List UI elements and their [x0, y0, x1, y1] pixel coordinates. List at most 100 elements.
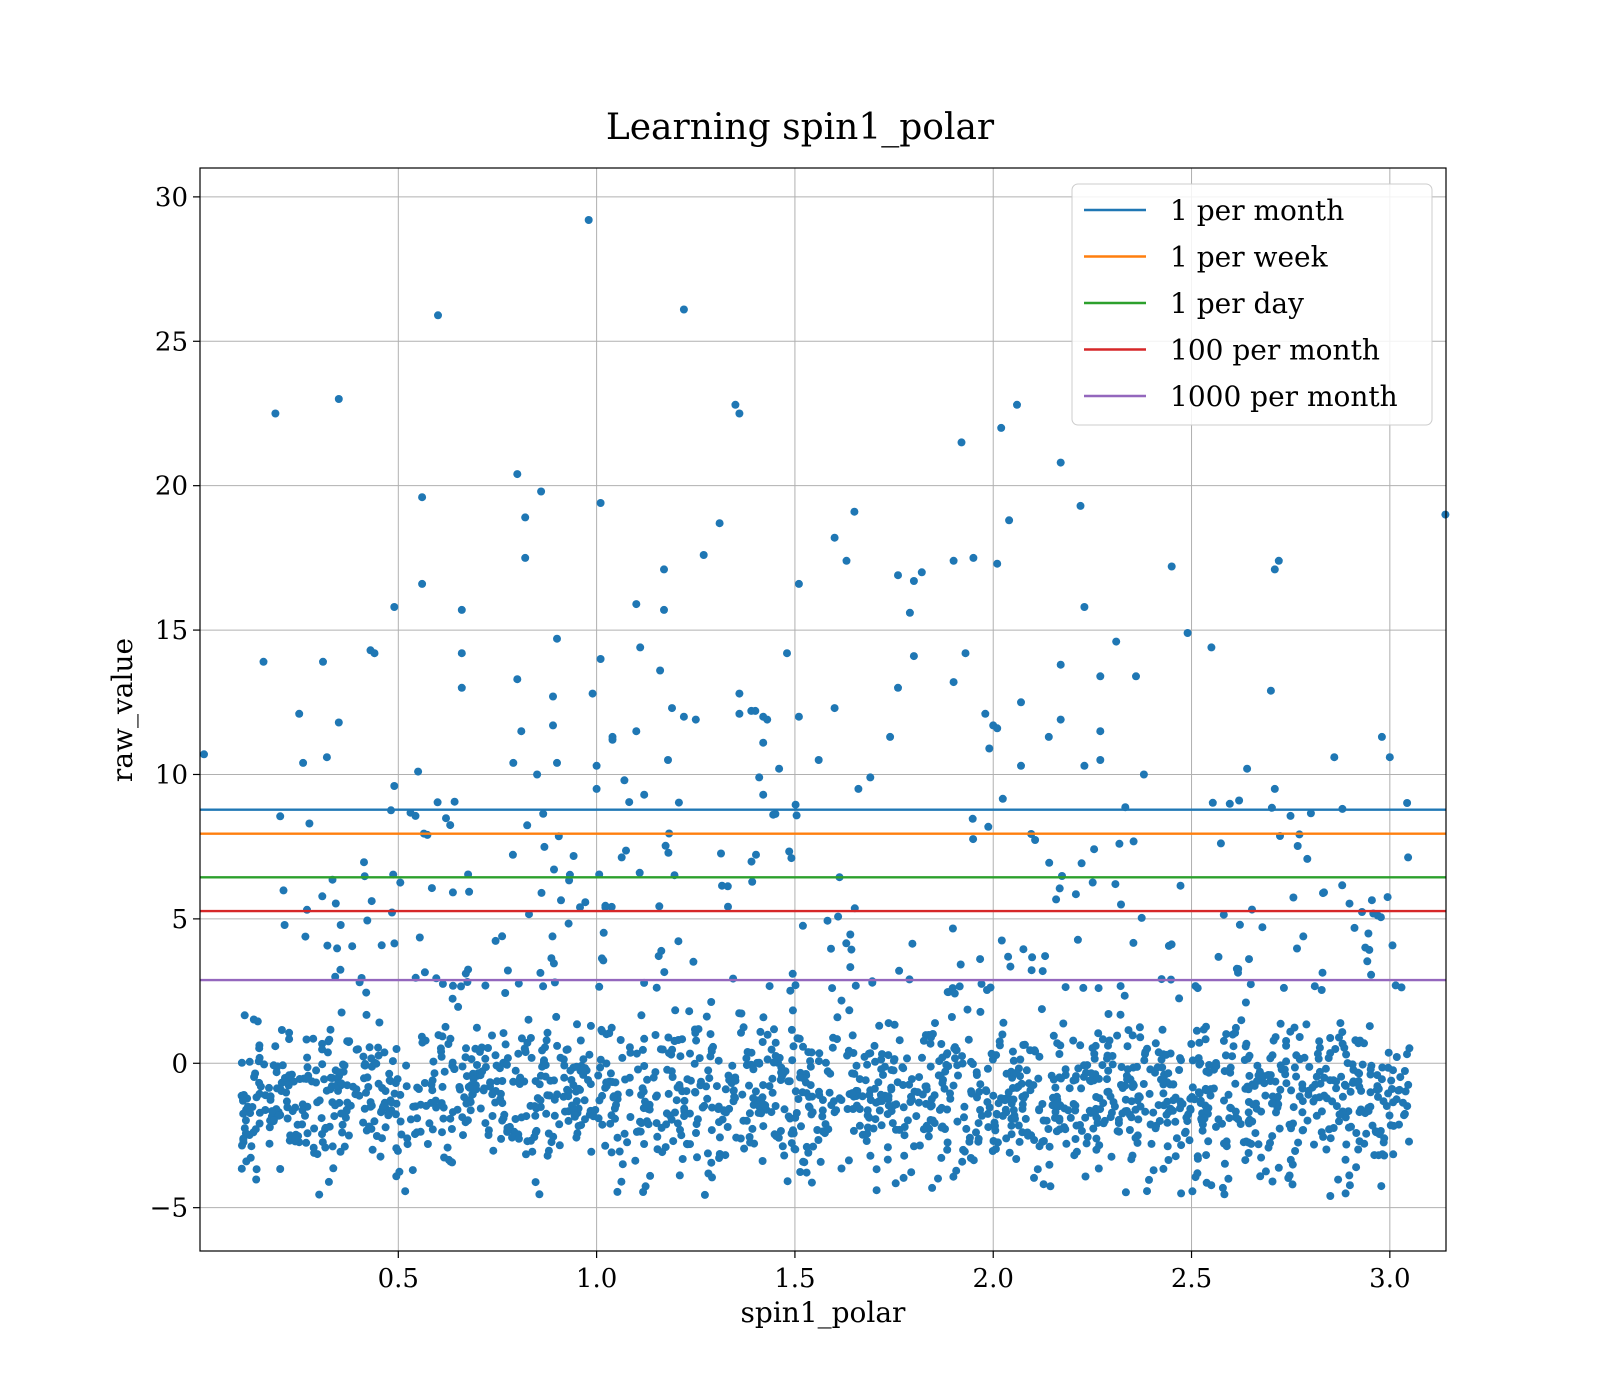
scatter-point: [1322, 1145, 1331, 1154]
scatter-point: [200, 750, 208, 759]
scatter-point: [1175, 994, 1184, 1003]
scatter-point: [848, 1089, 857, 1098]
scatter-point: [846, 930, 855, 939]
scatter-point: [595, 1096, 604, 1105]
scatter-point: [637, 1011, 646, 1020]
scatter-point: [1298, 1108, 1307, 1117]
scatter-point: [806, 1081, 815, 1090]
scatter-point: [1202, 1086, 1211, 1095]
scatter-point: [1183, 629, 1192, 637]
scatter-point: [706, 1030, 715, 1039]
scatter-point: [1171, 1152, 1180, 1161]
scatter-point: [1197, 1116, 1206, 1125]
scatter-point: [396, 878, 405, 887]
scatter-point: [559, 1055, 568, 1064]
scatter-point: [1077, 1126, 1086, 1135]
scatter-point: [965, 1133, 974, 1142]
scatter-point: [343, 1098, 352, 1107]
scatter-point: [345, 1037, 354, 1046]
scatter-point: [833, 1035, 841, 1044]
scatter-point: [759, 1122, 768, 1131]
scatter-point: [1077, 1084, 1086, 1093]
scatter-point: [664, 756, 672, 764]
scatter-point: [891, 1179, 900, 1188]
scatter-point: [336, 965, 345, 974]
y-tick-label: 5: [171, 905, 188, 935]
scatter-point: [1387, 1076, 1396, 1085]
scatter-point: [509, 1077, 518, 1086]
scatter-point: [799, 1157, 808, 1166]
scatter-point: [830, 533, 839, 542]
scatter-point: [671, 1006, 680, 1015]
scatter-point: [1009, 1056, 1018, 1065]
scatter-point: [1276, 1019, 1285, 1028]
scatter-point: [488, 1031, 496, 1040]
scatter-point: [892, 1125, 900, 1134]
scatter-point: [692, 1129, 700, 1137]
scatter-point: [884, 1101, 893, 1110]
scatter-point: [651, 1068, 660, 1077]
scatter-point: [586, 1080, 595, 1089]
scatter-point: [291, 1103, 300, 1112]
scatter-point: [237, 1058, 246, 1067]
plot-frame: [199, 167, 1447, 1252]
scatter-point: [1089, 1124, 1098, 1133]
scatter-point: [915, 1141, 924, 1150]
scatter-point: [1332, 1077, 1341, 1086]
scatter-point: [246, 1109, 255, 1118]
scatter-point: [655, 902, 664, 911]
scatter-point: [718, 881, 726, 890]
scatter-point: [1088, 878, 1097, 887]
scatter-point: [344, 1131, 353, 1140]
scatter-point: [1338, 1028, 1347, 1037]
scatter-point: [1354, 1145, 1363, 1154]
scatter-point: [587, 1147, 596, 1156]
scatter-point: [318, 892, 327, 901]
scatter-point: [1305, 1062, 1314, 1071]
scatter-point: [481, 1119, 490, 1128]
scatter-point: [530, 1102, 539, 1111]
scatter-point: [546, 1076, 555, 1085]
x-tick-label: 1.0: [576, 1264, 617, 1294]
scatter-point: [491, 1051, 500, 1060]
scatter-point: [668, 704, 676, 713]
scatter-point: [955, 982, 964, 991]
scatter-point: [626, 1113, 635, 1121]
scatter-point: [983, 1098, 992, 1107]
scatter-point: [1074, 1064, 1083, 1073]
scatter-point: [503, 966, 512, 975]
scatter-point: [745, 1081, 753, 1090]
scatter-point: [1401, 1087, 1410, 1096]
scatter-point: [1030, 1173, 1038, 1182]
scatter-point: [983, 1109, 992, 1118]
scatter-point: [1268, 1177, 1277, 1186]
scatter-point: [1379, 1097, 1388, 1106]
scatter-point: [1004, 952, 1013, 961]
scatter-point: [402, 1061, 411, 1070]
scatter-point: [1318, 968, 1327, 977]
scatter-point: [396, 1090, 405, 1099]
scatter-point: [1279, 983, 1288, 992]
scatter-point: [1111, 880, 1120, 889]
legend-label: 1 per month: [1170, 194, 1344, 227]
scatter-point: [608, 735, 617, 744]
scatter-point: [1151, 1039, 1160, 1048]
scatter-point: [469, 1075, 478, 1084]
scatter-point: [331, 972, 340, 981]
scatter-point: [1372, 1085, 1381, 1094]
scatter-point: [396, 1117, 405, 1126]
scatter-point: [1244, 1108, 1253, 1117]
scatter-point: [1167, 940, 1176, 949]
scatter-point: [541, 1061, 550, 1070]
scatter-point: [775, 764, 784, 773]
scatter-point: [606, 1069, 615, 1078]
scatter-point: [596, 655, 605, 663]
scatter-point: [1377, 732, 1386, 741]
scatter-point: [1055, 884, 1064, 893]
scatter-point: [720, 1107, 729, 1116]
scatter-point: [848, 1031, 857, 1040]
scatter-point: [318, 1039, 327, 1048]
scatter-point: [514, 1049, 523, 1058]
scatter-point: [1306, 809, 1315, 818]
scatter-point: [440, 1067, 449, 1076]
